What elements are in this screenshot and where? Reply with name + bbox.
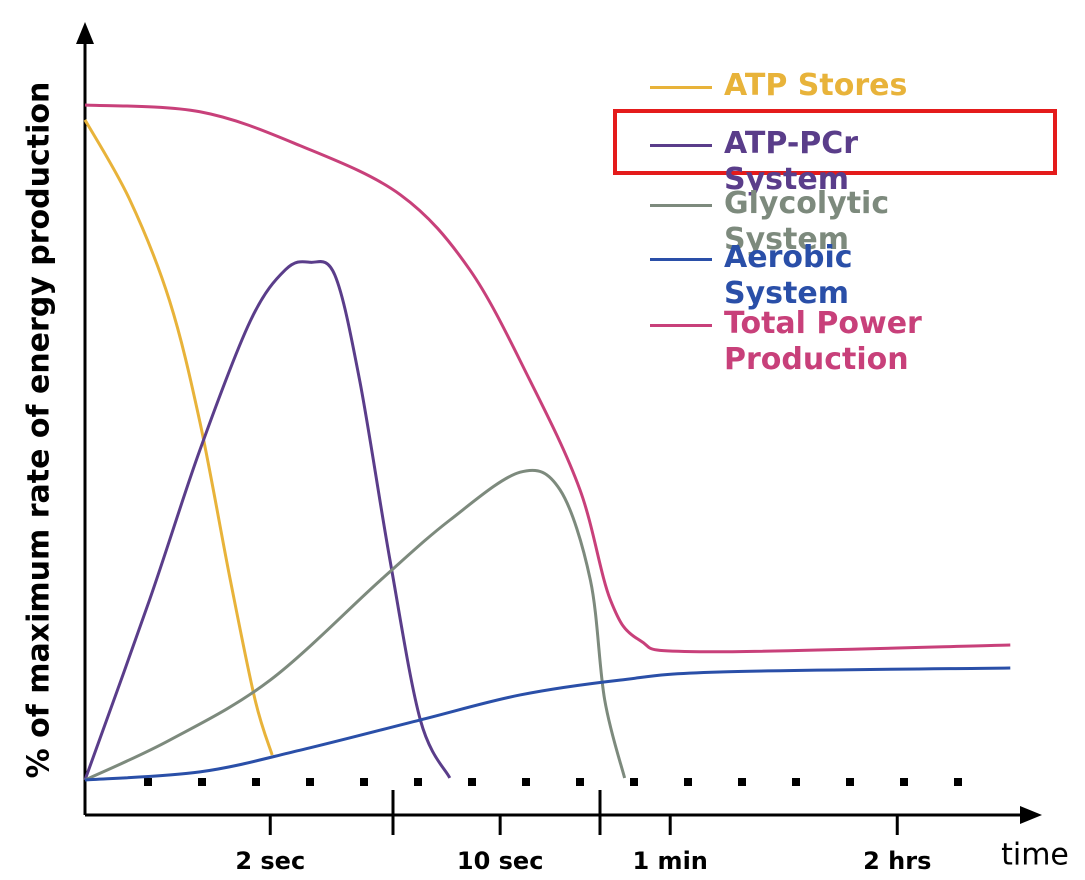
axis-dot: [792, 778, 800, 786]
x-tick-label: 10 sec: [457, 847, 544, 875]
axis-dot: [306, 778, 314, 786]
line: [83, 260, 452, 781]
legend-item: Aerobic System: [650, 240, 964, 312]
line: [84, 468, 627, 782]
axis-dot: [684, 778, 692, 786]
axis-dot: [954, 778, 962, 786]
line: [84, 666, 1011, 782]
axis-dot: [576, 778, 584, 786]
legend-item: Glycolytic System: [650, 186, 964, 258]
y-axis-arrow: [76, 22, 94, 44]
axis-dot: [468, 778, 476, 786]
axis-dot: [846, 778, 854, 786]
axis-dot: [522, 778, 530, 786]
legend-swatch: [650, 144, 712, 147]
x-tick-label: 1 min: [633, 847, 708, 875]
legend-swatch: [650, 204, 712, 207]
legend-label: ATP-PCr System: [724, 126, 859, 197]
legend-item: ATP Stores: [650, 68, 964, 104]
axis-dot: [144, 778, 152, 786]
legend-item: Total Power Production: [650, 306, 944, 378]
axis-dot: [198, 778, 206, 786]
x-tick-label: 2 sec: [235, 847, 305, 875]
legend-swatch: [650, 324, 712, 327]
axis-dot: [900, 778, 908, 786]
legend-label: Total Power Production: [724, 306, 922, 377]
x-axis-arrow: [1020, 806, 1042, 824]
axis-dot: [414, 778, 422, 786]
line: [83, 119, 274, 756]
y-axis-label: % of maximum rate of energy production: [22, 82, 57, 779]
axis-dot: [630, 778, 638, 786]
legend-label: Glycolytic System: [724, 186, 890, 257]
x-tick-label: 2 hrs: [863, 847, 931, 875]
axis-dot: [252, 778, 260, 786]
axis-dot: [360, 778, 368, 786]
axis-dot: [738, 778, 746, 786]
line: [84, 103, 1011, 654]
legend-label: Aerobic System: [724, 240, 853, 311]
legend-swatch: [650, 258, 712, 261]
legend-label: ATP Stores: [724, 68, 908, 103]
legend-swatch: [650, 86, 712, 89]
highlight-box: [613, 109, 1057, 175]
legend-item: ATP-PCr System: [650, 126, 964, 198]
x-axis-label: time: [1001, 838, 1069, 873]
